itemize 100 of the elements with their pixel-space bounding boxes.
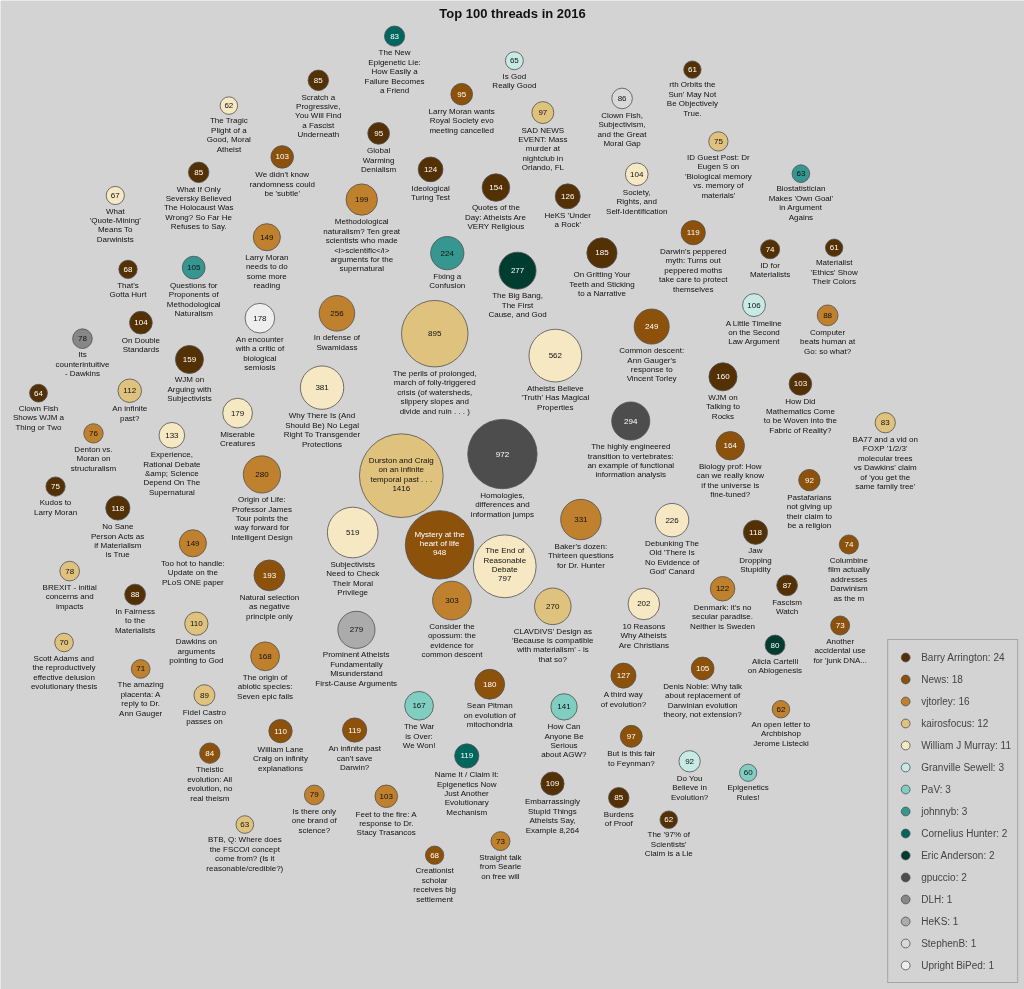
data-label: 149 xyxy=(260,232,275,242)
data-label: 83 xyxy=(880,418,891,428)
category-label: SAD NEWS EVENT: Mass murder at nightclub in Orlando, FL xyxy=(518,125,568,173)
data-label: 122 xyxy=(715,584,730,594)
category-label: Durston and Craig on an infinite temporal past . . . xyxy=(368,455,434,484)
data-label: 95 xyxy=(374,128,384,138)
data-label: 199 xyxy=(355,195,369,205)
data-label: 73 xyxy=(835,620,846,630)
data-label: 67 xyxy=(110,191,121,200)
data-label: 78 xyxy=(78,334,88,344)
category-label: Theistic evolution: All evolution, no real theism xyxy=(187,765,234,803)
data-label: 61 xyxy=(829,243,840,253)
data-label: 103 xyxy=(793,379,808,389)
category-label: Materialist 'Ethics' Show Their Colors xyxy=(810,258,858,287)
category-label: The perils of prolonged, march of folly-triggered crisis (of watersheds, slippery slopes and divide and ruin . . . ) xyxy=(392,368,477,416)
category-label: Name It / Claim It: Epigenetics Now Just Another Evolutionary Mechanism xyxy=(434,770,499,817)
legend-label: Cornelius Hunter: 2 xyxy=(921,826,1008,841)
data-label: 168 xyxy=(258,651,273,661)
data-label: 331 xyxy=(574,515,589,525)
category-label: Subjectivists Need to Check Their Moral Privilege xyxy=(326,559,381,598)
data-label: 119 xyxy=(460,751,474,761)
category-label: BA77 and a vid on FOXP '1/2/3' molecular trees vs Dawkins' claim of 'you get the same family tree' xyxy=(852,434,918,492)
data-label: 226 xyxy=(665,515,680,525)
category-label: Is there only one brand of science? xyxy=(291,806,338,835)
data-label: 61 xyxy=(687,65,698,75)
category-label: Larry Moran needs to do some more reading xyxy=(245,252,289,291)
category-label: Why There Is (And Should Be) No Legal Right To Transgender Protections xyxy=(283,411,361,449)
category-label: Consider the opossum: the evidence for common descent xyxy=(421,621,484,660)
category-label: HeKS 'Under a Rock' xyxy=(544,210,592,230)
data-label: 193 xyxy=(262,570,277,580)
category-label: ID for Materialists xyxy=(749,260,791,280)
category-label: In defense of Swamidass xyxy=(313,333,361,352)
legend-label: Granville Sewell: 3 xyxy=(921,760,1004,775)
data-label: 178 xyxy=(253,313,268,323)
data-label: 78 xyxy=(65,566,75,576)
data-label: 105 xyxy=(695,664,710,673)
category-label: rth Orbits the Sun' May Not Be Objectively True. xyxy=(666,80,718,118)
category-label: Alicia Cartelli on Abiogenesis xyxy=(747,656,802,676)
data-label: 88 xyxy=(130,590,141,600)
category-label: Homologies, differences and information jumps xyxy=(470,490,534,519)
category-label: The amazing placenta: A reply to Dr. Ann Gauger xyxy=(117,680,164,718)
category-label: Global Warming Denialism xyxy=(361,146,397,175)
category-label: Fidel Castro passes on xyxy=(182,707,227,727)
category-label: Experience, Rational Debate &amp; Science Depend On The Supernatural xyxy=(143,450,202,497)
data-label: 303 xyxy=(445,596,460,606)
category-label: Miserable Creatures xyxy=(220,429,256,449)
category-label: On Gritting Your Teeth and Sticking to a Narrative xyxy=(569,270,635,298)
category-label: Debunking The Old 'There Is No Evidence of God' Canard xyxy=(644,538,700,577)
legend-label: Upright BiPed: 1 xyxy=(921,958,994,973)
category-label: Biology prof: How can we really know if the universe is fine-tuned? xyxy=(696,462,765,500)
data-label: 141 xyxy=(557,702,572,712)
data-label: 104 xyxy=(134,318,149,328)
category-label: Do You Believe in Evolution? xyxy=(670,773,709,802)
legend-label: HeKS: 1 xyxy=(921,914,959,929)
data-label: 118 xyxy=(111,503,125,513)
category-label: Dawkins on arguments pointing to God xyxy=(169,637,224,666)
category-label: WJM on Arguing with Subjectivists xyxy=(167,375,212,404)
data-label: 74 xyxy=(765,244,776,254)
legend-label: PaV: 3 xyxy=(921,782,951,797)
data-label: 109 xyxy=(545,779,560,789)
category-label: Natural selection as negative principle only xyxy=(239,592,300,621)
category-label: Ideological Turing Test xyxy=(410,183,451,203)
category-label: 10 Reasons Why Atheists Are Christians xyxy=(618,621,669,650)
category-label: Society, Rights, and Self-Identification xyxy=(606,187,668,216)
legend-label: News: 18 xyxy=(921,672,963,687)
legend-label: William J Murray: 11 xyxy=(921,738,1011,753)
category-label: An infinite past can't save Darwin? xyxy=(328,744,382,773)
category-label: ID Guest Post: Dr Eugen S on 'Biological memory vs. memory of materials' xyxy=(684,153,752,200)
data-label: 106 xyxy=(747,300,762,310)
data-label: 185 xyxy=(595,248,610,258)
data-label: 294 xyxy=(624,416,638,426)
category-label: An encounter with a critic of biological semiosis xyxy=(234,334,285,373)
category-label: Methodological naturalism? Ten great scientists who made <i>scientific</i> arguments for the supernatural xyxy=(323,217,401,274)
category-label: Kudos to Larry Moran xyxy=(33,498,78,517)
category-label: Prominent Atheists Fundamentally Misunderstand First-Cause Arguments xyxy=(315,650,398,688)
category-label: Creationist scholar receives big settlement xyxy=(413,866,456,904)
data-label: 62 xyxy=(776,704,786,714)
category-label: Too hot to handle: Update on the PLoS ONE paper xyxy=(161,558,225,587)
data-label: 154 xyxy=(489,183,504,193)
data-label: 249 xyxy=(645,322,659,332)
category-label: Burdens of Proof xyxy=(603,809,634,829)
category-label: Clown Fish Shows WJM a Thing or Two xyxy=(12,404,65,432)
data-label: 85 xyxy=(313,75,324,85)
category-label: Its counterintuitive - Dawkins xyxy=(55,350,110,379)
category-label: The highly engineered transition to vertebrates: an example of functional information analysis xyxy=(587,442,675,480)
category-label: Atheists Believe 'Truth' Has Magical Properties xyxy=(521,383,590,412)
data-label: 119 xyxy=(348,725,362,735)
data-label: 62 xyxy=(664,815,674,825)
legend-label: Eric Anderson: 2 xyxy=(921,848,995,863)
category-label: How Can Anyone Be Serious about AGW? xyxy=(541,722,588,760)
category-label: An infinite past? xyxy=(112,404,148,423)
category-label: Is God Really Good xyxy=(492,71,537,91)
data-label: 68 xyxy=(123,264,133,274)
category-label: BTB, Q: Where does the FSCO/I concept come from? (Is it reasonable/credible?) xyxy=(206,835,284,873)
category-label: But is this fair to Feynman? xyxy=(607,749,656,768)
data-label: 103 xyxy=(379,791,394,801)
category-label: Straight talk from Searle on free will xyxy=(479,852,523,881)
data-label: 63 xyxy=(240,820,250,830)
data-label: 110 xyxy=(274,726,288,736)
category-label: That's Gotta Hurt xyxy=(109,280,148,299)
